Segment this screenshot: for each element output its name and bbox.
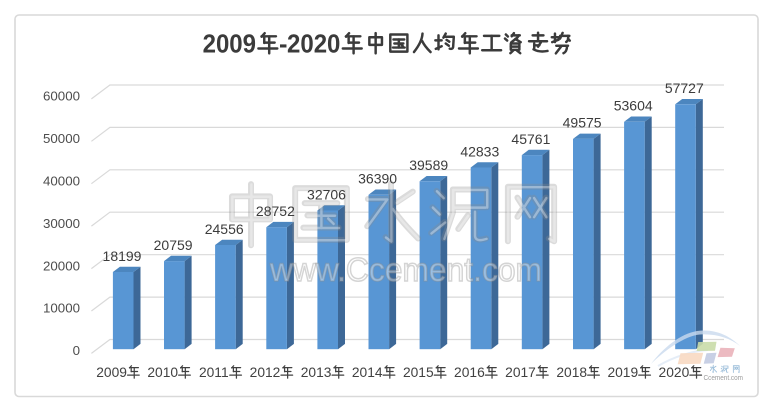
svg-text:10000: 10000 xyxy=(43,301,80,316)
svg-text:-: - xyxy=(279,31,288,59)
svg-text:2009: 2009 xyxy=(203,31,256,59)
svg-text:60000: 60000 xyxy=(43,89,80,104)
svg-text:2012: 2012 xyxy=(250,365,281,380)
svg-text:2020: 2020 xyxy=(659,365,690,380)
svg-text:42833: 42833 xyxy=(460,143,499,159)
svg-text:40000: 40000 xyxy=(43,173,80,188)
svg-text:2015: 2015 xyxy=(403,365,434,380)
svg-text:0: 0 xyxy=(73,343,80,358)
svg-text:2011: 2011 xyxy=(199,365,229,380)
svg-text:2010: 2010 xyxy=(147,365,178,380)
svg-text:2018: 2018 xyxy=(556,365,587,380)
svg-text:www.Ccement.com: www.Ccement.com xyxy=(269,251,542,288)
svg-text:20000: 20000 xyxy=(43,258,80,273)
svg-text:30000: 30000 xyxy=(43,216,80,231)
svg-text:2014: 2014 xyxy=(352,365,383,380)
svg-text:49575: 49575 xyxy=(563,115,602,131)
svg-text:Ccement.com: Ccement.com xyxy=(704,373,744,382)
svg-text:2009: 2009 xyxy=(96,365,127,380)
svg-text:2013: 2013 xyxy=(301,365,332,380)
svg-text:2016: 2016 xyxy=(454,365,485,380)
svg-text:28752: 28752 xyxy=(256,203,295,219)
svg-text:24556: 24556 xyxy=(205,221,244,237)
svg-text:2017: 2017 xyxy=(505,365,536,380)
svg-text:18199: 18199 xyxy=(103,248,142,264)
svg-text:39589: 39589 xyxy=(409,157,448,173)
svg-text:53604: 53604 xyxy=(614,98,653,114)
svg-text:2019: 2019 xyxy=(607,365,638,380)
svg-text:50000: 50000 xyxy=(43,131,80,146)
svg-text:45761: 45761 xyxy=(511,131,550,147)
svg-text:36390: 36390 xyxy=(358,171,397,187)
svg-text:57727: 57727 xyxy=(665,80,704,96)
svg-text:2020: 2020 xyxy=(287,31,340,59)
svg-text:20759: 20759 xyxy=(154,237,193,253)
svg-text:32706: 32706 xyxy=(307,186,346,202)
